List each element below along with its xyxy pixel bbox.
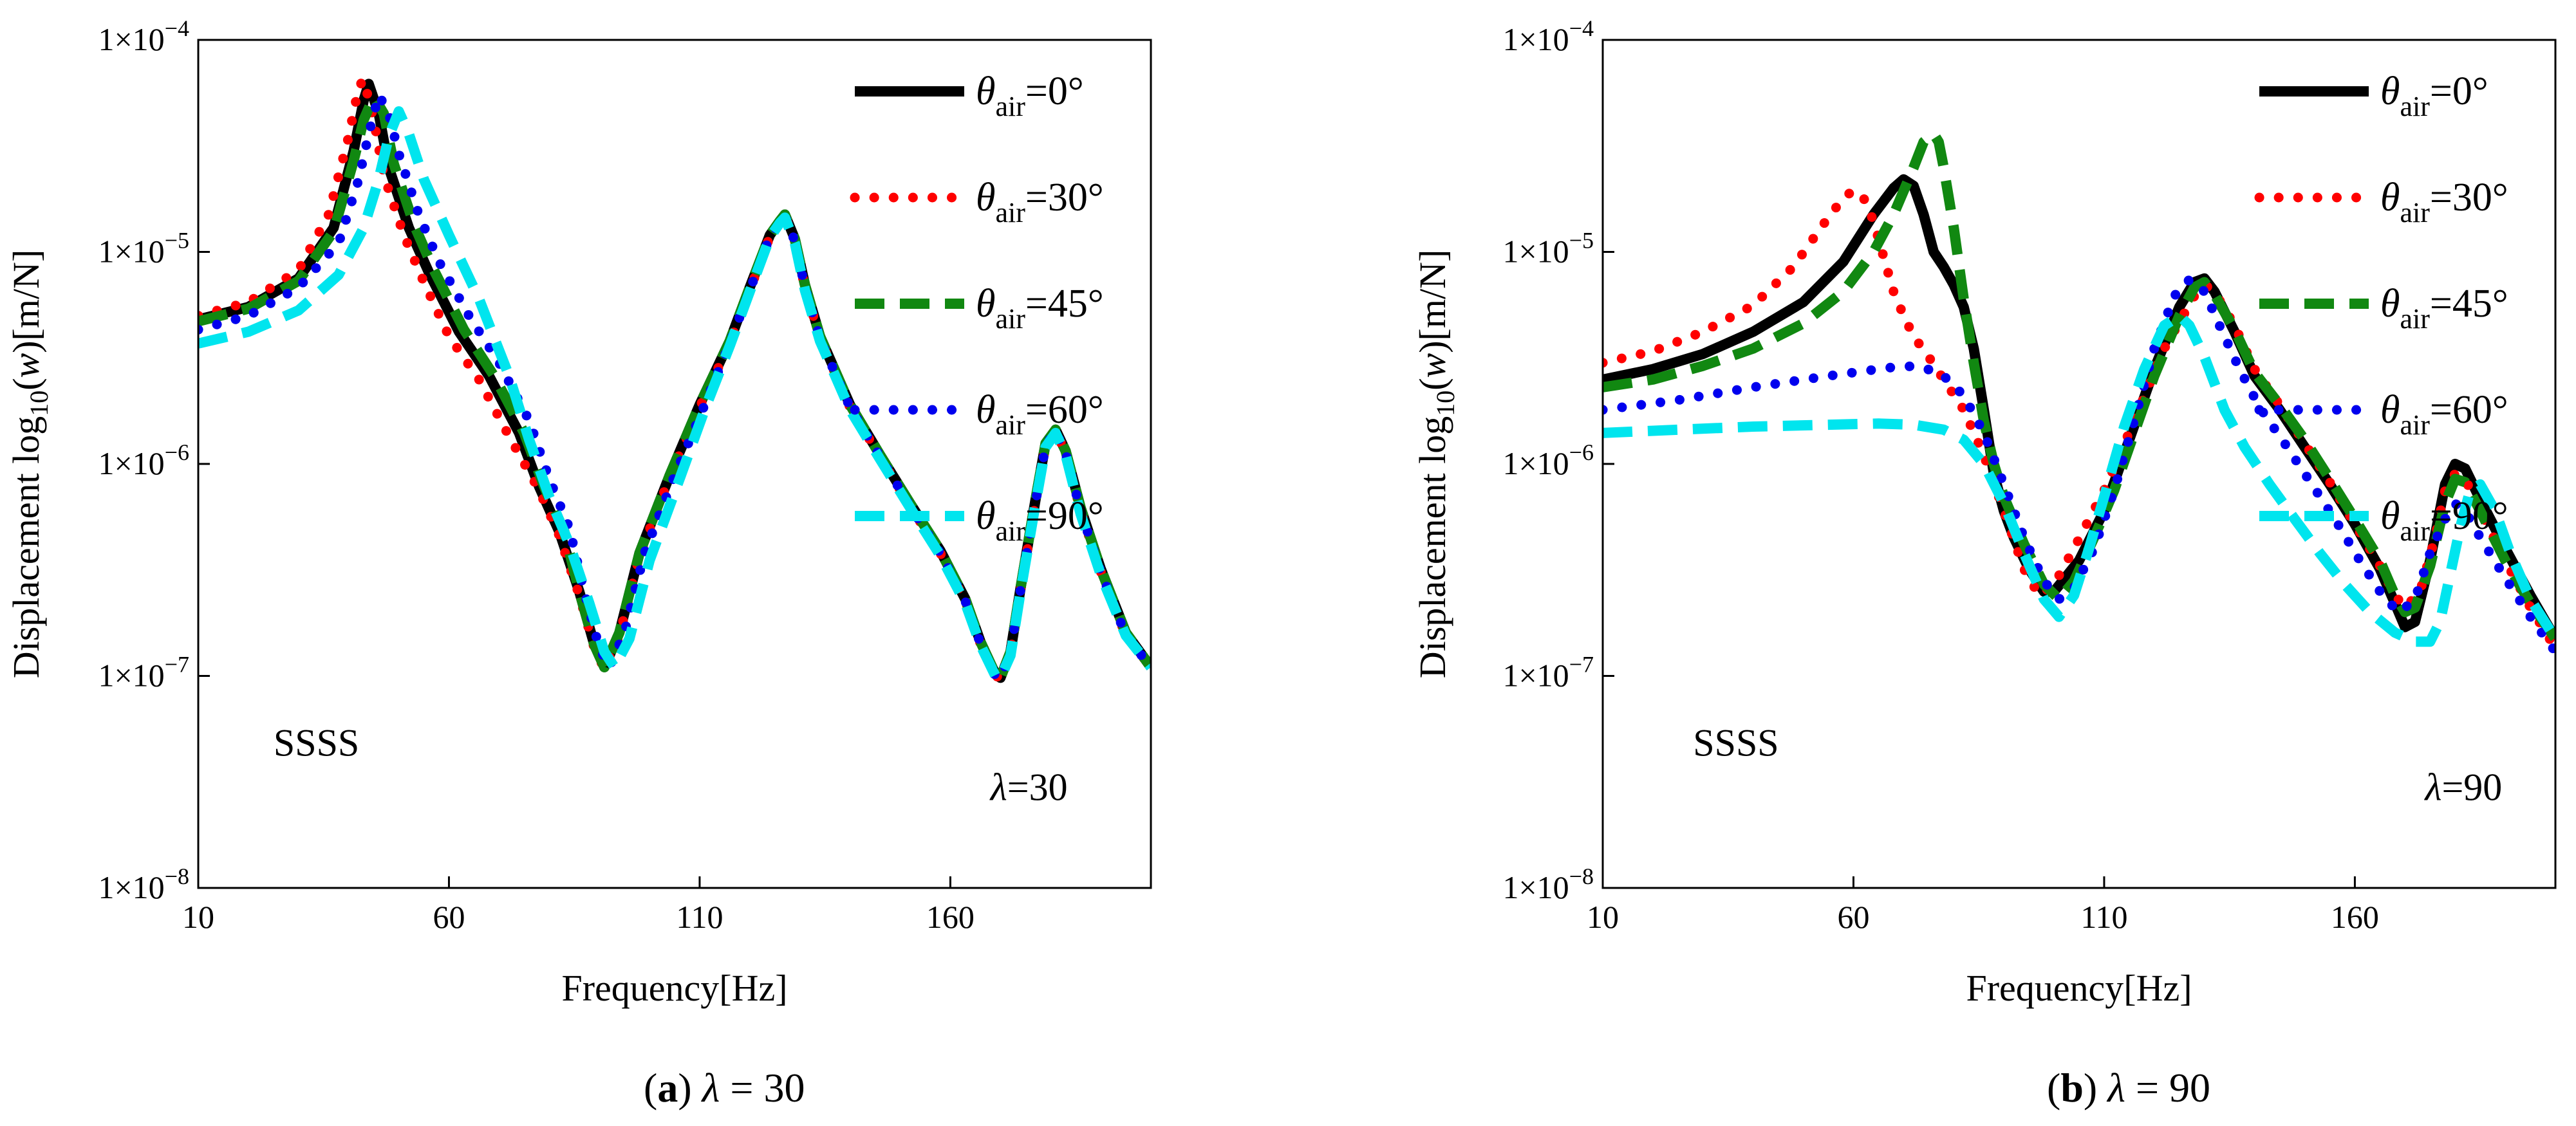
plot-area — [198, 75, 1151, 683]
x-tick-label: 10 — [182, 899, 214, 935]
series-line-4 — [1603, 310, 2555, 647]
annotation-1: λ=90 — [2423, 766, 2502, 808]
annotation-0: SSSS — [1693, 722, 1778, 764]
y-tick-label: 1×10−5 — [98, 228, 189, 270]
series-line-2 — [1603, 129, 2555, 642]
y-tick-label: 1×10−5 — [1502, 228, 1594, 270]
legend-label-4: θair=90° — [976, 494, 1104, 547]
y-tick-label: 1×10−4 — [98, 15, 189, 57]
legend-label-1: θair=30° — [2380, 176, 2508, 228]
series-line-2 — [198, 91, 1151, 683]
y-tick-label: 1×10−7 — [1502, 652, 1594, 694]
x-tick-label: 60 — [1837, 899, 1869, 935]
y-axis-label: Displacement log10(w)[m/N] — [5, 250, 53, 679]
legend: θair=0° θair=30° θair=45° θair=60° θair=90° — [2254, 69, 2508, 547]
x-tick-label: 60 — [433, 899, 465, 935]
y-tick-label: 1×10−8 — [98, 863, 189, 905]
annotation-0: SSSS — [274, 722, 359, 764]
annotation-1: λ=30 — [989, 766, 1068, 808]
y-tick-label: 1×10−6 — [98, 439, 189, 481]
series-line-0 — [198, 78, 1151, 683]
y-tick-label: 1×10−4 — [1502, 15, 1594, 57]
panel-caption: (a) λ = 30 — [644, 1065, 805, 1111]
series-line-3 — [198, 90, 1151, 683]
y-tick-label: 1×10−8 — [1502, 863, 1594, 905]
panel-caption: (b) λ = 90 — [2047, 1065, 2210, 1111]
x-axis-label: Frequency[Hz] — [1966, 967, 2192, 1009]
legend-label-2: θair=45° — [2380, 282, 2508, 335]
chart-panel-b: 10 60 110 160 1×10−8 1×10−7 1×10−6 1×10−5 1×10−4… — [1412, 15, 2557, 1111]
series-line-3 — [1603, 275, 2555, 657]
series-line-4 — [198, 106, 1151, 683]
y-tick-label: 1×10−6 — [1502, 439, 1594, 481]
y-axis-label: Displacement log10(w)[m/N] — [1412, 250, 1460, 679]
x-tick-label: 110 — [676, 899, 723, 935]
legend-label-0: θair=0° — [2380, 69, 2488, 122]
legend-label-3: θair=60° — [2380, 388, 2508, 441]
chart-panel-a: 10 60 110 160 1×10−8 1×10−7 1×10−6 1×10−5 1×10−4… — [5, 15, 1152, 1111]
x-tick-label: 160 — [2331, 899, 2379, 935]
legend-label-4: θair=90° — [2380, 494, 2508, 547]
legend: θair=0° θair=30° θair=45° θair=60° θair=90° — [850, 69, 1104, 547]
legend-label-2: θair=45° — [976, 282, 1104, 335]
legend-label-0: θair=0° — [976, 69, 1084, 122]
x-tick-label: 160 — [926, 899, 975, 935]
series-line-1 — [198, 75, 1151, 683]
x-tick-label: 110 — [2080, 899, 2127, 935]
legend-label-1: θair=30° — [976, 176, 1104, 228]
x-axis-label: Frequency[Hz] — [561, 967, 787, 1009]
plot-area — [1603, 129, 2555, 657]
x-tick-label: 10 — [1587, 899, 1619, 935]
y-tick-label: 1×10−7 — [98, 652, 189, 694]
legend-label-3: θair=60° — [976, 388, 1104, 441]
